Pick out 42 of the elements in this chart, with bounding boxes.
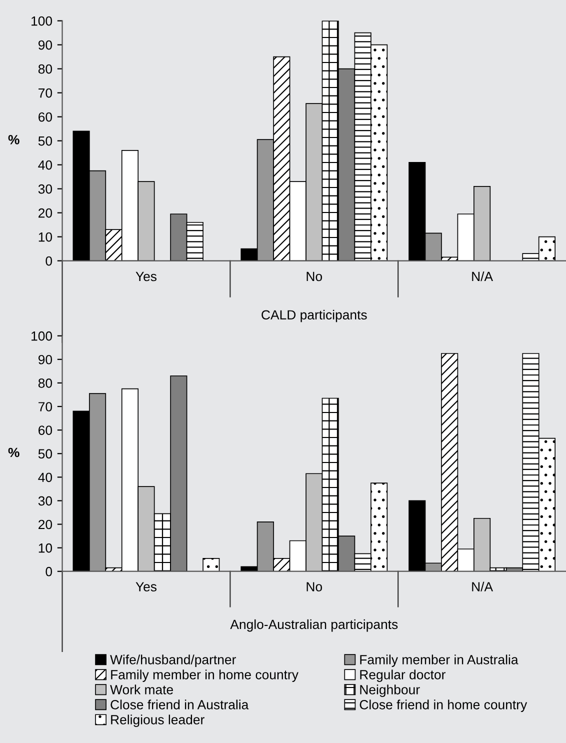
x-axis-title: Anglo-Australian participants: [230, 619, 398, 632]
y-tick-label: 80: [38, 378, 52, 388]
y-axis-title: %: [8, 135, 20, 144]
x-tick-label: No: [306, 582, 322, 592]
y-tick-label: 0: [46, 256, 52, 266]
x-tick-label: No: [306, 272, 322, 282]
y-tick-label: 20: [38, 208, 52, 218]
y-axis-title: %: [8, 448, 20, 458]
y-tick-label: 50: [38, 136, 52, 146]
x-tick-label: N/A: [472, 582, 494, 592]
legend-label: Close friend in home country: [360, 700, 528, 712]
x-tick-label: Yes: [136, 272, 157, 282]
legend-label: Family member in home country: [111, 670, 298, 682]
y-tick-label: 100: [32, 331, 52, 341]
legend-label: Neighbour: [360, 684, 420, 697]
x-tick-label: Yes: [136, 582, 157, 592]
y-tick-label: 40: [38, 472, 52, 482]
legend-label: Religious leader: [111, 714, 204, 727]
y-tick-label: 60: [38, 426, 52, 435]
y-tick-label: 10: [38, 543, 52, 553]
y-tick-label: 40: [38, 160, 52, 170]
y-tick-label: 30: [38, 184, 52, 194]
y-tick-label: 20: [38, 520, 52, 530]
y-tick-label: 70: [38, 88, 52, 98]
x-tick-label: N/A: [472, 271, 494, 282]
bar: [202, 558, 220, 572]
y-tick-label: 10: [38, 232, 52, 242]
legend-label: Wife/husband/partner: [110, 654, 236, 667]
y-tick-label: 30: [38, 496, 52, 506]
y-tick-label: 60: [38, 112, 52, 122]
legend-label: Close friend in Australia: [110, 700, 249, 710]
y-tick-label: 90: [38, 354, 52, 364]
legend-label: Regular doctor: [360, 670, 446, 682]
y-tick-label: 100: [32, 16, 52, 26]
y-tick-label: 50: [38, 449, 52, 459]
y-tick-label: 80: [38, 64, 52, 74]
y-tick-label: 70: [38, 402, 52, 412]
x-axis-title: CALD participants: [262, 310, 367, 322]
y-tick-label: 0: [46, 566, 52, 576]
legend-label: Family member in Australia: [360, 654, 518, 667]
legend-label: Work mate: [110, 684, 173, 694]
y-tick-label: 90: [38, 40, 52, 50]
